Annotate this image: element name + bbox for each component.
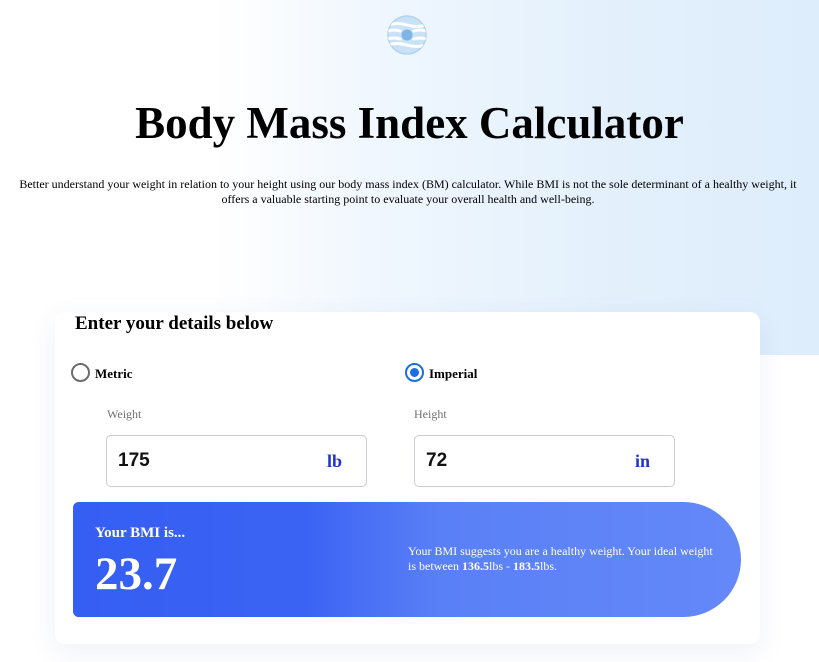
weight-input[interactable] bbox=[118, 449, 308, 473]
ideal-weight-high: 183.5 bbox=[513, 559, 540, 573]
imperial-radio-label: Imperial bbox=[429, 366, 478, 381]
result-message-suffix: . bbox=[554, 559, 558, 573]
height-unit: in bbox=[634, 451, 650, 471]
bmi-result-value: 23.7 bbox=[95, 548, 178, 600]
result-message-prefix: Your BMI suggests you are a healthy weig… bbox=[408, 544, 713, 573]
range-separator: - bbox=[503, 559, 513, 573]
metric-radio-button[interactable] bbox=[71, 362, 90, 382]
metric-radio-label: Metric bbox=[95, 366, 133, 381]
intro-text: Better understand your weight in relatio… bbox=[19, 177, 797, 206]
weight-unit: lb bbox=[326, 451, 342, 471]
bmi-result-heading: Your BMI is... bbox=[95, 525, 186, 541]
height-input[interactable] bbox=[426, 449, 616, 473]
ideal-weight-low: 136.5 bbox=[461, 559, 489, 573]
metric-radio-option[interactable]: Metric bbox=[71, 362, 133, 382]
height-label: Height bbox=[414, 407, 447, 421]
ideal-weight-high-unit: lbs bbox=[540, 559, 555, 573]
height-field[interactable]: in bbox=[414, 435, 675, 487]
hero-background bbox=[0, 0, 819, 355]
imperial-radio-button[interactable] bbox=[405, 362, 424, 382]
page-title: Body Mass Index Calculator bbox=[135, 98, 684, 148]
bmi-result-message: Your BMI suggests you are a healthy weig… bbox=[408, 544, 718, 574]
form-title: Enter your details below bbox=[75, 313, 274, 334]
imperial-radio-option[interactable]: Imperial bbox=[405, 362, 477, 382]
ideal-weight-low-unit: lbs bbox=[488, 559, 503, 573]
bmi-logo-icon bbox=[386, 14, 428, 56]
bmi-calculator-card: Enter your details below Metric Imperial… bbox=[55, 312, 760, 644]
weight-field[interactable]: lb bbox=[106, 435, 367, 487]
weight-label: Weight bbox=[107, 407, 142, 421]
bmi-result-panel: Your BMI is... 23.7 Your BMI suggests yo… bbox=[73, 502, 741, 617]
